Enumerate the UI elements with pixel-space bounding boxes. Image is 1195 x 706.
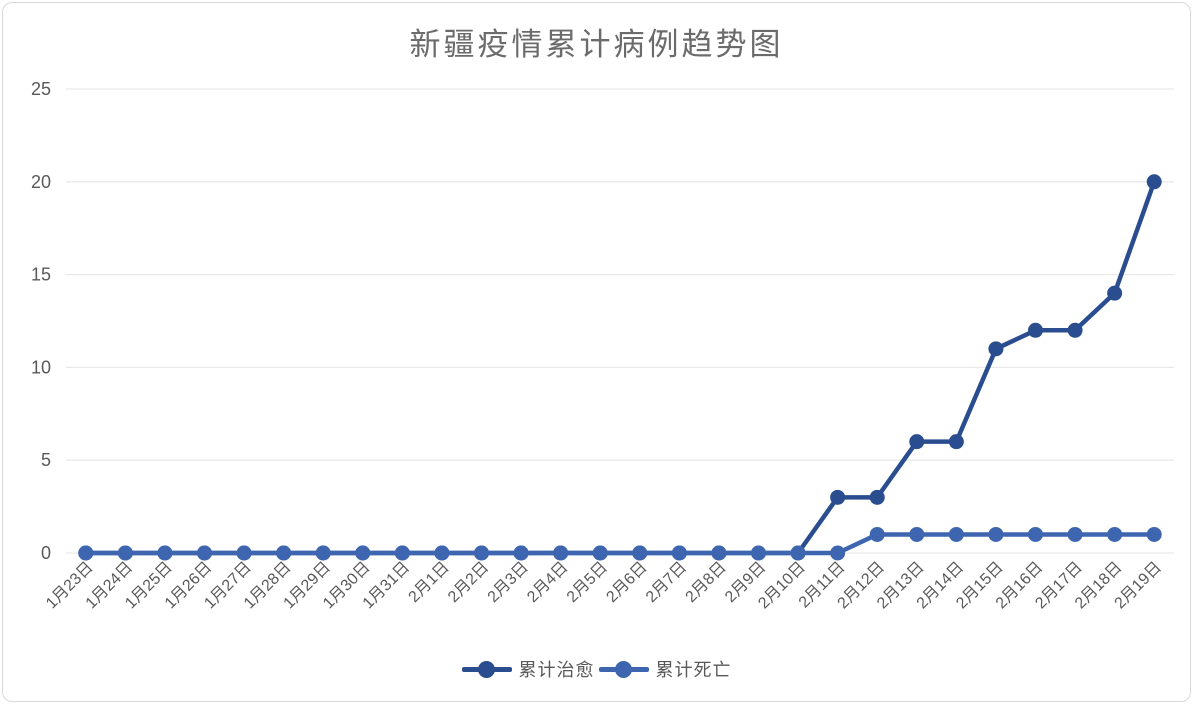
x-axis-tick-label: 2月3日	[485, 559, 532, 606]
data-point-marker	[513, 545, 529, 561]
data-point-marker	[948, 434, 964, 450]
data-point-marker	[948, 526, 964, 542]
data-point-marker	[78, 545, 94, 561]
legend-label: 累计治愈	[518, 660, 595, 680]
data-point-marker	[1146, 174, 1162, 190]
data-point-marker	[988, 341, 1004, 357]
data-point-marker	[909, 526, 925, 542]
data-point-marker	[1146, 526, 1162, 542]
x-axis-tick-label: 2月6日	[603, 559, 650, 606]
data-point-marker	[830, 545, 846, 561]
data-point-marker	[315, 545, 331, 561]
data-point-marker	[751, 545, 766, 561]
data-point-marker	[592, 545, 608, 561]
legend-item: 累计治愈	[461, 656, 595, 682]
data-point-marker	[394, 545, 410, 561]
data-point-marker	[197, 545, 212, 561]
data-point-marker	[276, 545, 292, 561]
y-axis-tick-label: 25	[31, 79, 51, 99]
data-point-marker	[711, 545, 727, 561]
data-point-marker	[434, 545, 450, 561]
data-point-marker	[869, 526, 885, 542]
legend-marker-icon	[598, 660, 649, 678]
y-axis-tick-label: 20	[31, 172, 51, 192]
data-point-marker	[1067, 322, 1083, 338]
data-point-marker	[117, 545, 133, 561]
data-point-marker	[1067, 526, 1083, 542]
x-axis-tick-label: 2月1日	[406, 559, 453, 606]
y-axis-tick-label: 10	[31, 357, 51, 377]
data-point-marker	[1107, 526, 1123, 542]
data-point-marker	[157, 545, 173, 561]
data-point-marker	[671, 545, 687, 561]
data-point-marker	[830, 489, 846, 505]
data-point-marker	[790, 545, 806, 561]
data-point-marker	[1028, 322, 1043, 338]
data-point-marker	[909, 434, 925, 450]
chart-legend: 累计治愈 累计死亡	[3, 656, 1190, 682]
trend-line-chart: 05101520251月23日1月24日1月25日1月26日1月27日1月28日…	[31, 79, 1174, 612]
data-point-marker	[474, 545, 489, 561]
legend-label: 累计死亡	[655, 660, 732, 680]
data-point-marker	[236, 545, 252, 561]
series-line	[85, 532, 1155, 556]
chart-title: 新疆疫情累计病例趋势图	[409, 27, 784, 62]
data-point-marker	[869, 489, 885, 505]
data-point-marker	[553, 545, 569, 561]
data-point-marker	[1028, 526, 1043, 542]
legend-marker-icon	[461, 660, 512, 678]
y-axis-tick-label: 15	[31, 265, 51, 285]
data-point-marker	[632, 545, 648, 561]
legend-item: 累计死亡	[598, 656, 732, 682]
x-axis-tick-label: 2月2日	[445, 559, 492, 606]
x-axis-tick-label: 2月8日	[683, 559, 730, 606]
x-axis-tick-label: 2月5日	[564, 559, 611, 606]
x-axis-tick-label: 2月4日	[524, 559, 571, 606]
y-axis-tick-label: 0	[41, 543, 51, 563]
data-point-marker	[1107, 285, 1123, 301]
data-point-marker	[988, 526, 1004, 542]
x-axis-tick-label: 2月7日	[643, 559, 690, 606]
y-axis-tick-label: 5	[41, 450, 51, 470]
data-point-marker	[355, 545, 371, 561]
